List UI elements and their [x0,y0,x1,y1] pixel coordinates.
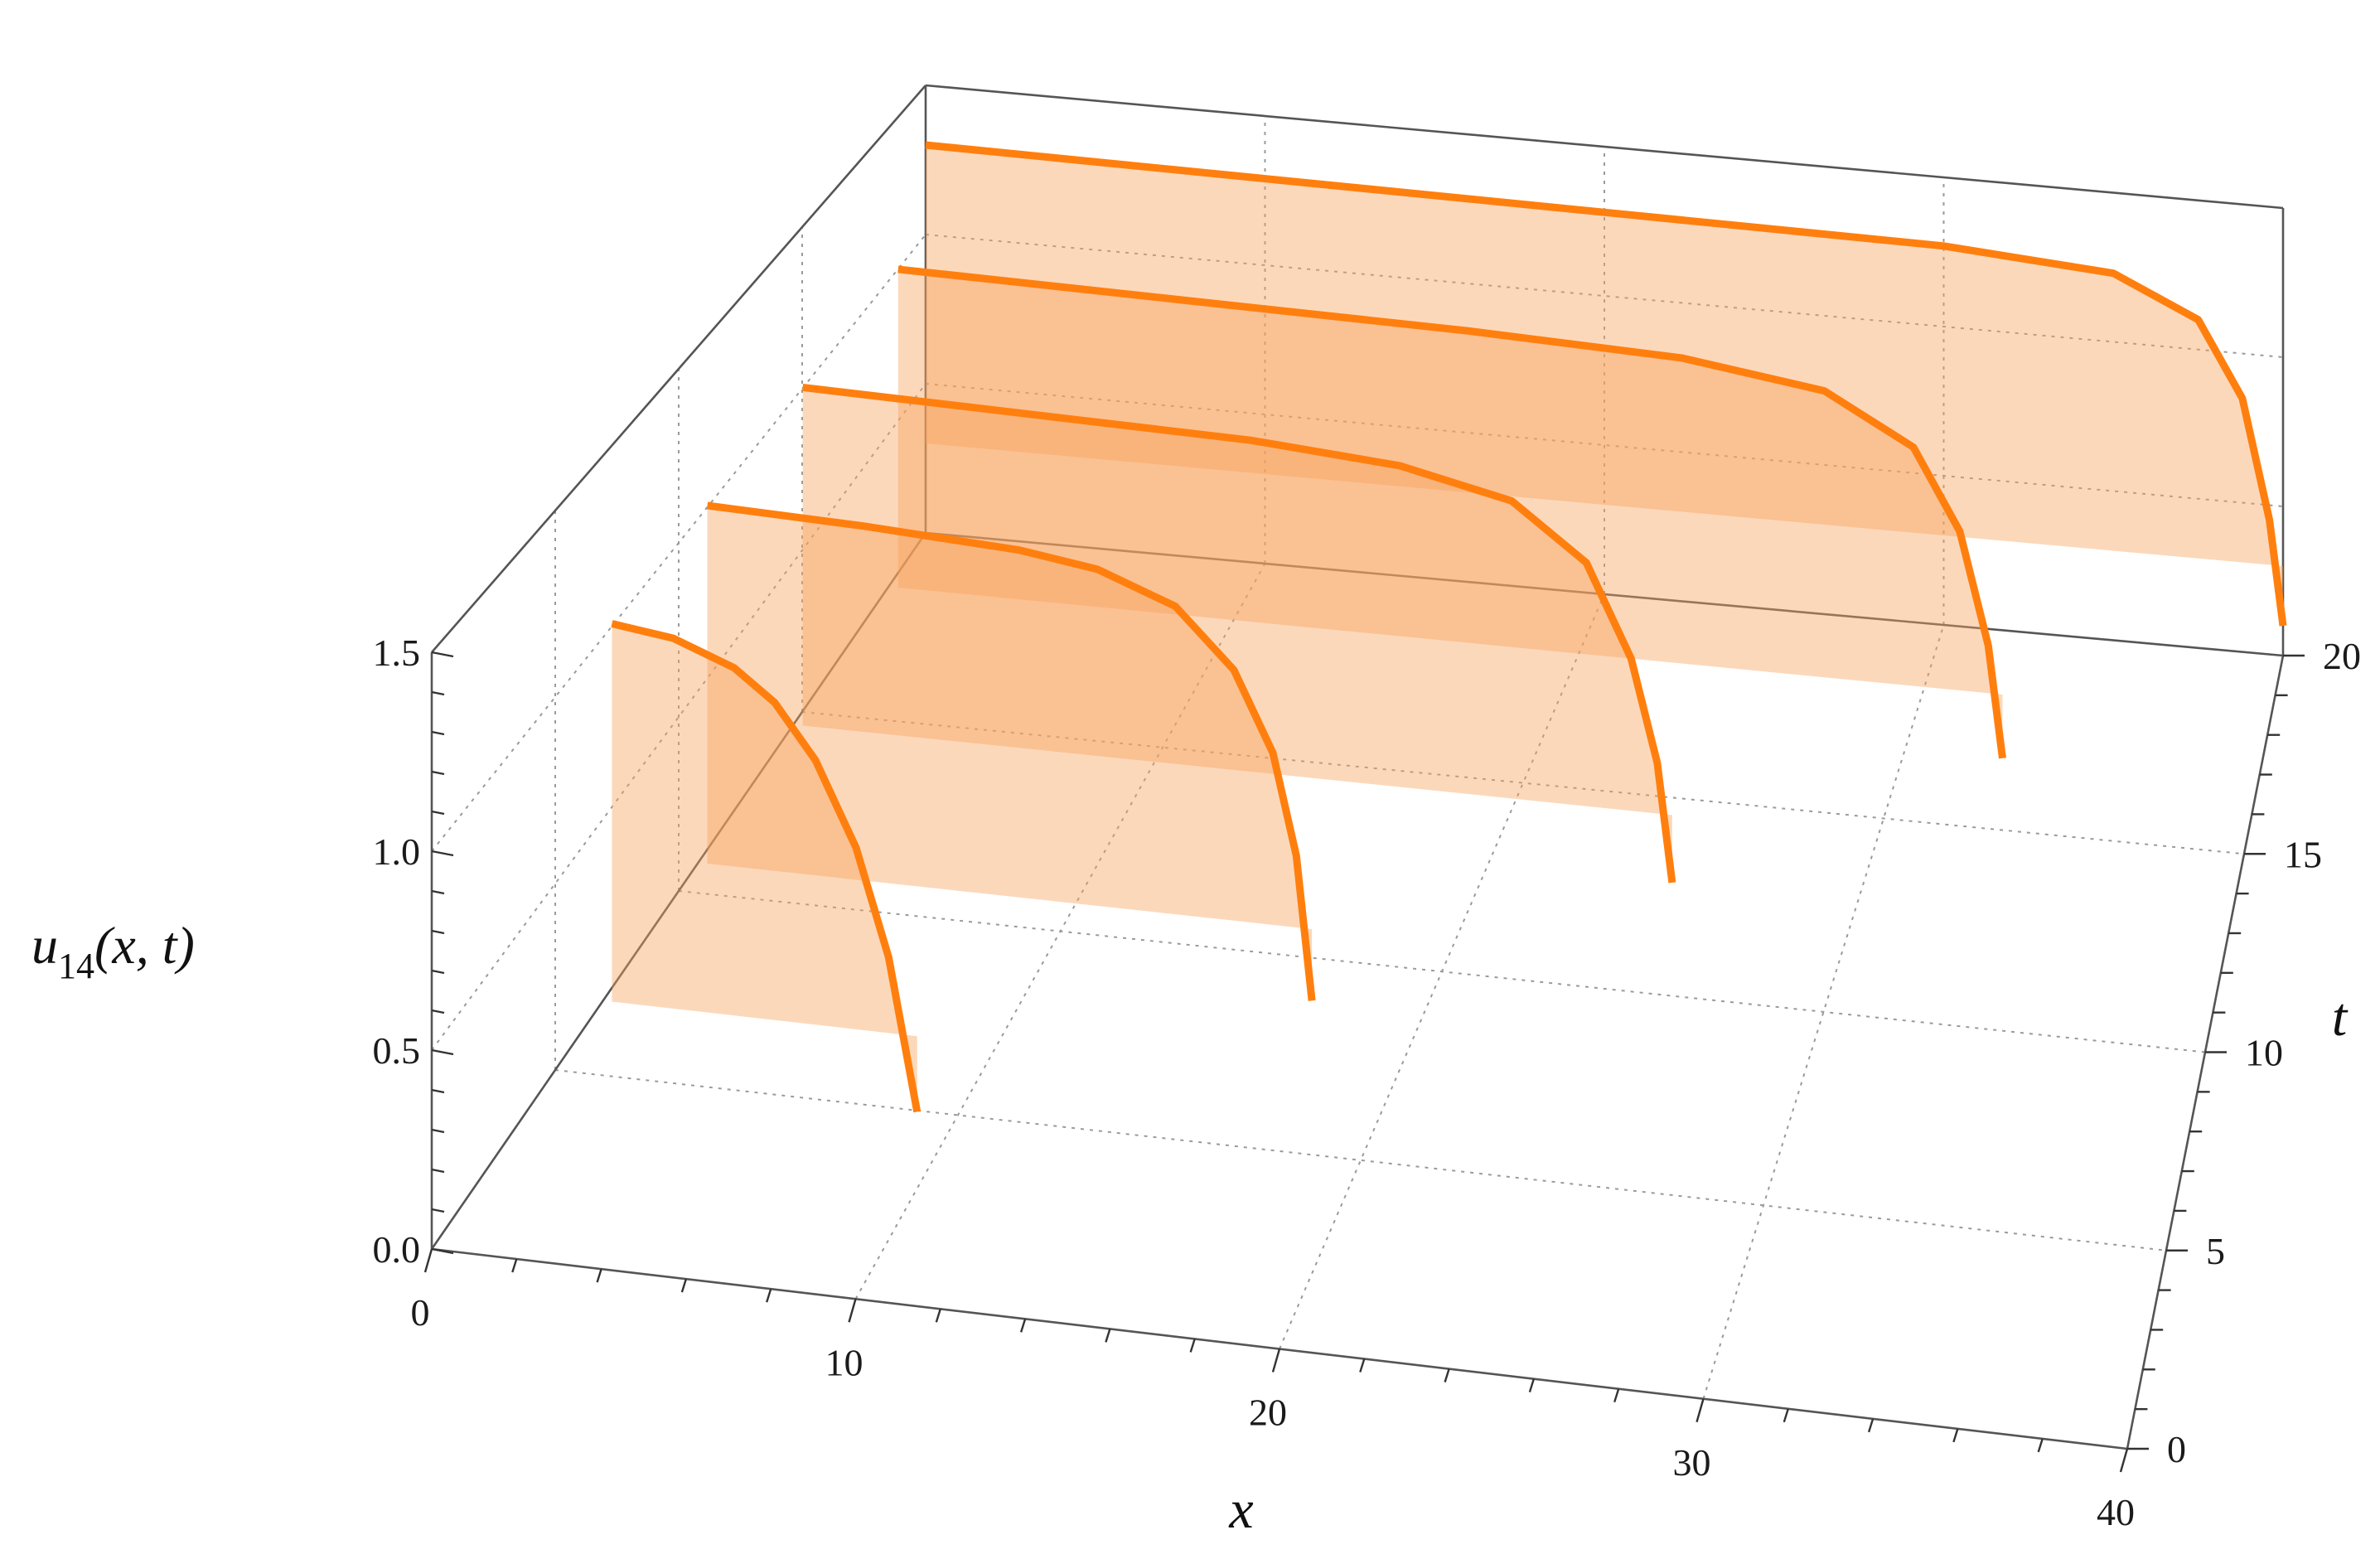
u-minor-tick [431,1128,445,1134]
u-minor-tick [431,1208,445,1213]
u-major-tick [431,651,454,658]
x-minor-tick [1189,1339,1196,1353]
t-tick-label: 15 [2284,833,2322,875]
series-line-3 [802,383,1676,884]
x-tick-label: 40 [2097,1491,2135,1533]
bounding-box [430,84,2285,1450]
x-minor-tick [1359,1358,1366,1373]
x-minor-tick [1105,1329,1111,1343]
axis-ticks: 0 10 20 30 40 0 5 10 15 20 0.0 0.5 1.0 1.5 [373,632,2362,1533]
series-line-5 [925,141,2287,627]
series-3 [802,383,1676,884]
series-group [611,141,2287,1113]
series-fill-1 [612,623,917,1112]
series-1 [611,620,922,1113]
x-tick-label: 0 [411,1291,430,1334]
box-edge [925,84,2284,210]
x-minor-tick [935,1308,941,1323]
series-fill-4 [897,269,2003,758]
x-minor-tick [1444,1368,1450,1382]
u-minor-tick [431,690,445,696]
grid-line-floor-t [678,890,2206,1053]
u-minor-tick [431,730,445,736]
x-major-tick [1271,1348,1281,1373]
grid-line-left-u [431,383,926,1051]
u-axis-title-subscript: 14 [58,946,94,986]
x-minor-tick [1613,1388,1620,1403]
u-minor-tick [431,1009,445,1014]
x-minor-tick [1019,1318,1027,1333]
u-major-tick [431,850,454,857]
u-tick-label: 0.5 [373,1029,421,1072]
t-tick-label: 5 [2206,1230,2225,1272]
x-axis-title: x [1228,1479,1253,1540]
x-minor-tick [1783,1408,1789,1423]
x-major-tick [848,1298,857,1323]
u-axis-title: u14(x, t) [31,916,195,986]
grid-line-floor-x [1702,624,1945,1400]
x-minor-tick [2037,1438,2044,1453]
x-minor-tick [1528,1378,1536,1393]
u-minor-tick [431,969,445,975]
x-tick-label: 30 [1673,1441,1711,1484]
x-major-tick [2119,1448,2129,1473]
box-edge [431,85,926,653]
x-minor-tick [596,1268,602,1283]
t-tick-label: 10 [2245,1032,2283,1074]
u-axis-title-args: (x, t) [94,916,195,975]
u-tick-label: 0.0 [373,1228,421,1271]
u-major-tick [431,1247,454,1255]
x-major-tick [423,1248,433,1273]
x-tick-label: 20 [1249,1392,1287,1434]
t-tick-label: 20 [2323,635,2361,677]
x-major-tick [1696,1398,1705,1423]
series-4 [897,265,2006,759]
x-minor-tick [1867,1418,1874,1433]
series-line-1 [611,620,922,1113]
u-tick-label: 1.0 [373,830,421,873]
series-line-4 [897,265,2006,759]
series-line-2 [706,501,1316,1001]
grid-line-floor-t [554,1069,2167,1252]
t-axis-title: t [2332,987,2349,1048]
box-edge [430,532,927,1250]
series-fill-2 [707,505,1313,1001]
u-minor-tick [431,770,445,776]
x-minor-tick [680,1278,688,1293]
u-tick-label: 1.5 [373,632,421,674]
x-minor-tick [1952,1428,1959,1443]
u-minor-tick [431,889,445,895]
u-minor-tick [431,929,445,935]
x-tick-label: 10 [825,1341,863,1383]
x-minor-tick [766,1288,772,1303]
x-minor-tick [511,1258,518,1273]
u-minor-tick [431,1088,445,1094]
u-minor-tick [431,810,445,816]
u-axis-title-base: u [31,916,58,975]
series-fill-3 [802,387,1672,883]
t-tick-label: 0 [2167,1428,2186,1470]
u-major-tick [431,1048,454,1056]
grid-line-left-u [431,234,926,852]
u-minor-tick [431,1168,445,1174]
series-2 [706,501,1316,1001]
